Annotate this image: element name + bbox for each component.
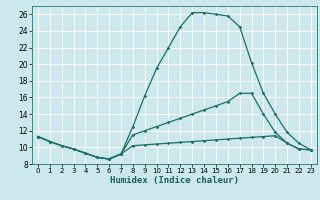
X-axis label: Humidex (Indice chaleur): Humidex (Indice chaleur): [110, 176, 239, 185]
